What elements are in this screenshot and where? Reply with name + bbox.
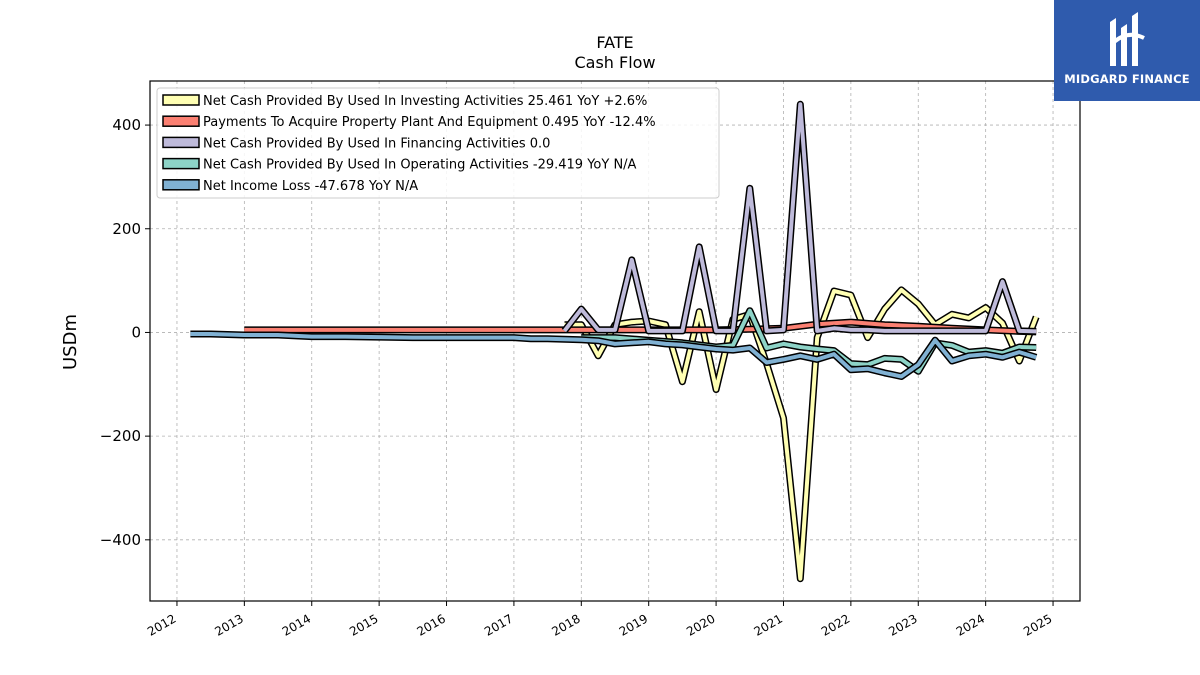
series-line-4 xyxy=(190,332,1037,379)
y-tick-label: −200 xyxy=(100,427,141,445)
legend-swatch-2 xyxy=(162,136,200,149)
x-tick-label: 2019 xyxy=(617,611,650,638)
y-tick-label: 0 xyxy=(131,323,141,341)
y-tick-label: 200 xyxy=(112,220,141,238)
legend-box xyxy=(156,87,720,199)
x-tick-label: 2022 xyxy=(819,611,852,638)
x-tick-label: 2024 xyxy=(954,611,987,638)
legend-label-0: Net Cash Provided By Used In Investing A… xyxy=(203,94,647,109)
legend-swatch-4 xyxy=(162,179,200,191)
x-tick-label: 2023 xyxy=(886,611,919,638)
legend-label-1: Payments To Acquire Property Plant And E… xyxy=(203,115,656,130)
series-line-2 xyxy=(562,102,1037,334)
legend-label-2: Net Cash Provided By Used In Financing A… xyxy=(203,136,550,151)
legend: Net Cash Provided By Used In Investing A… xyxy=(156,87,720,199)
y-axis-label: USDm xyxy=(60,314,81,370)
legend-swatch-3 xyxy=(162,157,200,170)
legend-swatch-1 xyxy=(162,115,200,127)
y-tick-label: −400 xyxy=(100,531,141,549)
y-tick-label: 400 xyxy=(112,116,141,134)
x-tick-label: 2017 xyxy=(482,611,515,638)
x-tick-label: 2013 xyxy=(212,611,245,638)
x-tick-label: 2021 xyxy=(752,611,785,638)
x-tick-label: 2014 xyxy=(280,611,313,638)
plot-frame xyxy=(149,80,1081,602)
chart-title: FATE xyxy=(596,33,633,52)
chart-subtitle: Cash Flow xyxy=(574,53,655,72)
brand-name: MIDGARD FINANCE xyxy=(1064,72,1190,86)
legend-label-4: Net Income Loss -47.678 YoY N/A xyxy=(203,179,418,194)
x-tick-label: 2020 xyxy=(684,611,717,638)
x-tick-label: 2016 xyxy=(415,611,448,638)
x-tick-label: 2015 xyxy=(347,611,380,638)
legend-label-3: Net Cash Provided By Used In Operating A… xyxy=(203,158,637,173)
logo-mark-icon xyxy=(1110,12,1145,66)
series-lines xyxy=(190,100,1040,583)
brand-logo: MIDGARD FINANCE xyxy=(1054,0,1200,101)
x-tick-label: 2012 xyxy=(145,611,178,638)
x-tick-label: 2018 xyxy=(549,611,582,638)
legend-swatch-0 xyxy=(162,94,200,106)
x-tick-label: 2025 xyxy=(1021,611,1054,638)
